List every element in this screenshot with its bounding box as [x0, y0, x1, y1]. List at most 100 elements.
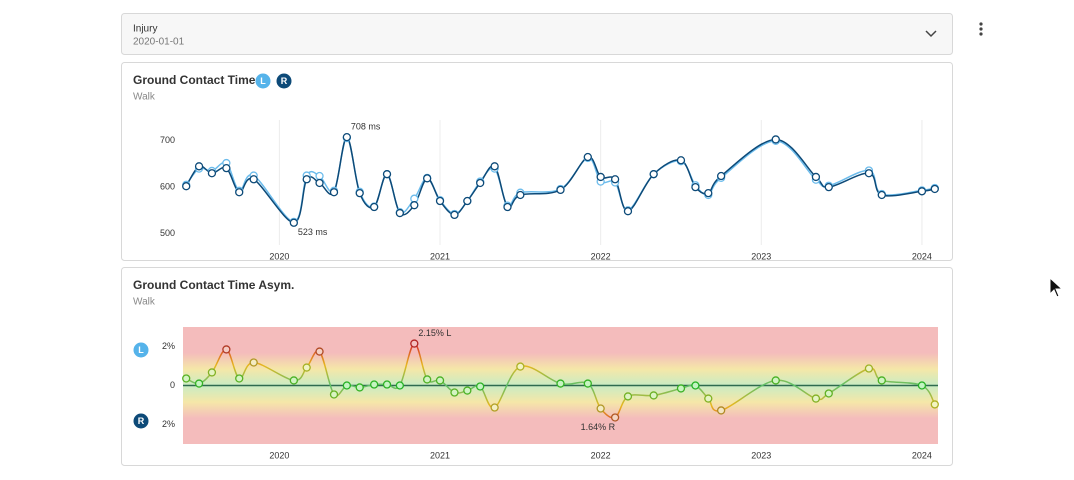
data-point — [194, 162, 204, 171]
data-point — [302, 363, 311, 372]
data-point — [395, 208, 405, 218]
data-point — [556, 185, 565, 195]
cursor — [1049, 276, 1064, 298]
data-point — [930, 400, 939, 409]
x-tick-label: 2021 — [430, 450, 450, 460]
y-tick-label: 2% — [162, 341, 175, 351]
data-point — [716, 171, 726, 181]
chart-subtitle: Walk — [133, 92, 156, 103]
data-point — [222, 163, 231, 173]
annotation: 708 ms — [351, 122, 381, 132]
data-point — [610, 175, 620, 184]
data-point — [623, 207, 633, 216]
x-tick-label: 2024 — [912, 251, 932, 261]
data-point — [194, 379, 204, 388]
x-tick-label: 2022 — [591, 251, 611, 261]
data-point — [610, 413, 620, 422]
data-point — [476, 382, 485, 391]
y-tick-label: 2% — [162, 419, 175, 429]
chart-subtitle: Walk — [133, 297, 156, 308]
data-point — [917, 187, 927, 196]
x-tick-label: 2024 — [912, 450, 932, 460]
data-point — [435, 196, 445, 206]
data-point — [222, 345, 231, 354]
data-point — [342, 132, 352, 142]
data-point — [395, 381, 405, 390]
data-line — [185, 342, 936, 419]
data-point — [583, 379, 592, 388]
data-point — [423, 174, 432, 183]
x-tick-label: 2020 — [269, 251, 289, 261]
y-tick-label: 600 — [160, 182, 175, 192]
data-point — [249, 358, 258, 367]
data-point — [476, 178, 485, 188]
data-point — [235, 188, 244, 197]
y-tick-label: 500 — [160, 228, 175, 238]
annotation: 1.64% R — [581, 422, 616, 432]
x-tick-label: 2021 — [430, 251, 450, 261]
data-point — [423, 375, 432, 384]
data-point — [355, 188, 364, 198]
y-tick-label: 0 — [170, 380, 175, 390]
data-point — [315, 171, 324, 181]
side-badge-label: L — [138, 345, 144, 355]
data-point — [490, 162, 499, 171]
data-point — [516, 362, 525, 371]
data-point — [771, 135, 780, 144]
data-point — [235, 374, 244, 383]
data-point — [556, 379, 565, 388]
data-point — [329, 390, 339, 399]
data-point — [596, 172, 605, 182]
data-point — [410, 339, 419, 348]
data-point — [649, 170, 658, 179]
data-point — [329, 188, 339, 197]
data-point — [623, 392, 633, 401]
annotation: 523 ms — [298, 227, 328, 237]
data-point — [410, 201, 419, 210]
data-point — [382, 380, 392, 389]
data-point — [370, 380, 379, 389]
data-point — [315, 178, 324, 188]
data-point — [704, 188, 713, 198]
data-point — [516, 190, 525, 200]
data-point — [824, 389, 833, 398]
data-point — [676, 156, 686, 165]
x-tick-label: 2022 — [591, 450, 611, 460]
data-point — [207, 368, 217, 377]
y-tick-label: 700 — [160, 135, 175, 145]
data-point — [450, 210, 459, 220]
data-point — [811, 172, 821, 182]
data-point — [877, 376, 886, 385]
side-badge-label: L — [260, 76, 266, 86]
data-point — [382, 170, 392, 179]
data-point — [315, 347, 324, 356]
chart-title: Ground Contact Time — [133, 73, 256, 87]
expand-icon[interactable] — [925, 30, 937, 38]
data-point — [771, 376, 780, 385]
x-tick-label: 2023 — [751, 450, 771, 460]
data-point — [463, 386, 472, 395]
side-badge — [133, 342, 149, 358]
data-point — [691, 182, 700, 192]
data-point — [596, 404, 605, 413]
menu-icon[interactable] — [979, 22, 983, 36]
data-point — [207, 169, 217, 178]
side-badge — [133, 413, 149, 429]
x-tick-label: 2020 — [269, 450, 289, 460]
data-point — [289, 376, 298, 385]
data-point — [463, 196, 472, 206]
side-badge — [276, 73, 292, 89]
x-tick-label: 2023 — [751, 251, 771, 261]
injury-date: 2020-01-01 — [133, 37, 185, 48]
data-point — [583, 152, 592, 162]
injury-label: Injury — [133, 24, 157, 35]
data-point — [811, 394, 821, 403]
data-point — [355, 383, 364, 392]
data-point — [450, 388, 459, 397]
data-point — [289, 218, 298, 227]
data-point — [691, 381, 700, 390]
injury-card[interactable] — [121, 13, 953, 55]
data-point — [342, 381, 352, 390]
data-point — [370, 202, 379, 212]
side-badge-label: R — [281, 76, 288, 86]
